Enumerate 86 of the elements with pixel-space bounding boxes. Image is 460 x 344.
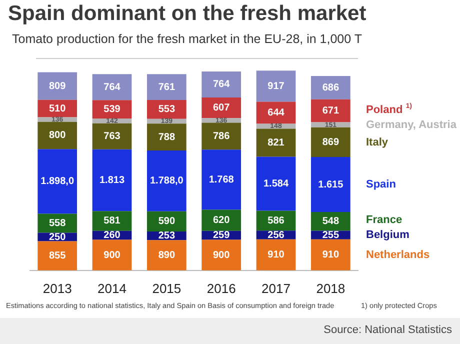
- data-label: 260: [104, 230, 121, 242]
- data-label: 764: [104, 82, 121, 93]
- data-label: 1.813: [99, 174, 125, 186]
- data-label: 917: [268, 80, 285, 92]
- data-label: 900: [212, 250, 230, 261]
- data-label: 539: [104, 104, 121, 116]
- x-tick-label: 2013: [42, 280, 72, 296]
- bar: [92, 211, 132, 231]
- data-label: 253: [158, 230, 176, 242]
- data-label: 764: [212, 79, 230, 90]
- data-label: 644: [268, 108, 285, 119]
- chart-title: Spain dominant on the fresh market: [8, 2, 366, 26]
- series-label: Germany, Austria: [366, 118, 458, 131]
- data-label: 255: [322, 230, 340, 241]
- x-tick-label: 2018: [316, 280, 346, 296]
- data-label: 786: [212, 130, 230, 142]
- bar: [256, 156, 296, 211]
- bar: [146, 240, 186, 270]
- bar: [202, 150, 242, 210]
- data-label: 256: [268, 230, 285, 241]
- bar: [310, 127, 350, 158]
- bar: [38, 149, 78, 214]
- data-label: 910: [268, 250, 285, 261]
- x-tick-label: 2015: [152, 280, 182, 296]
- bar: [310, 99, 350, 122]
- chart-subtitle: Tomato production for the fresh market in the EU-28, in 1,000 T: [12, 32, 362, 46]
- bar: [202, 71, 242, 98]
- x-tick-label: 2017: [262, 280, 290, 296]
- series-label: France: [366, 214, 402, 226]
- series-label: Belgium: [366, 229, 410, 242]
- data-label: 1.898,0: [40, 176, 74, 188]
- data-label: 763: [104, 131, 121, 142]
- bar: [38, 122, 78, 150]
- data-label: 510: [48, 103, 66, 114]
- data-label: 809: [48, 80, 66, 92]
- data-label: 250: [48, 232, 66, 243]
- bar: [256, 239, 296, 270]
- data-label: 788: [158, 132, 176, 143]
- series-label: Netherlands: [366, 248, 430, 261]
- source-note: Source: National Statistics: [324, 324, 452, 336]
- series-label: Italy: [366, 136, 389, 148]
- data-label: 590: [158, 216, 176, 228]
- bar: [202, 240, 242, 270]
- data-label: 581: [104, 216, 121, 227]
- data-label: 800: [48, 130, 66, 142]
- data-label: 671: [322, 106, 340, 117]
- bar: [146, 74, 186, 100]
- data-label: 855: [48, 250, 66, 262]
- bar: [92, 149, 132, 212]
- data-label: 900: [104, 250, 121, 261]
- bar: [310, 76, 350, 100]
- bar: [202, 210, 242, 231]
- data-label: 1.584: [263, 178, 289, 190]
- bar: [146, 124, 186, 150]
- bar: [38, 214, 78, 233]
- data-label: 558: [48, 218, 66, 229]
- bar: [146, 150, 186, 212]
- data-label: 686: [322, 82, 340, 94]
- series-label: Spain: [366, 178, 396, 191]
- x-tick-label: 2014: [98, 280, 126, 296]
- x-tick-label: 2016: [206, 280, 236, 296]
- data-label: 1.768: [208, 174, 234, 186]
- data-label: 910: [322, 250, 340, 261]
- bar: [256, 70, 296, 102]
- data-label: 821: [268, 138, 285, 149]
- data-label: 890: [158, 250, 176, 261]
- data-label: 761: [158, 82, 176, 93]
- data-label: 259: [212, 230, 230, 242]
- data-label: 1.788,0: [150, 176, 184, 187]
- bar: [38, 72, 78, 100]
- data-label: 1.615: [318, 179, 344, 190]
- data-label: 553: [158, 104, 176, 116]
- data-label: 869: [322, 136, 340, 148]
- data-label: 620: [212, 215, 230, 226]
- bar: [92, 240, 132, 270]
- data-label: 586: [268, 215, 285, 226]
- bar: [202, 122, 242, 150]
- bar: [310, 239, 350, 270]
- data-label: 548: [322, 216, 340, 228]
- bar: [310, 157, 350, 212]
- bar: [202, 97, 242, 118]
- bar: [92, 74, 132, 100]
- data-label: 607: [212, 102, 230, 114]
- bar: [38, 241, 78, 270]
- bar: [92, 123, 132, 150]
- bar: [256, 128, 296, 157]
